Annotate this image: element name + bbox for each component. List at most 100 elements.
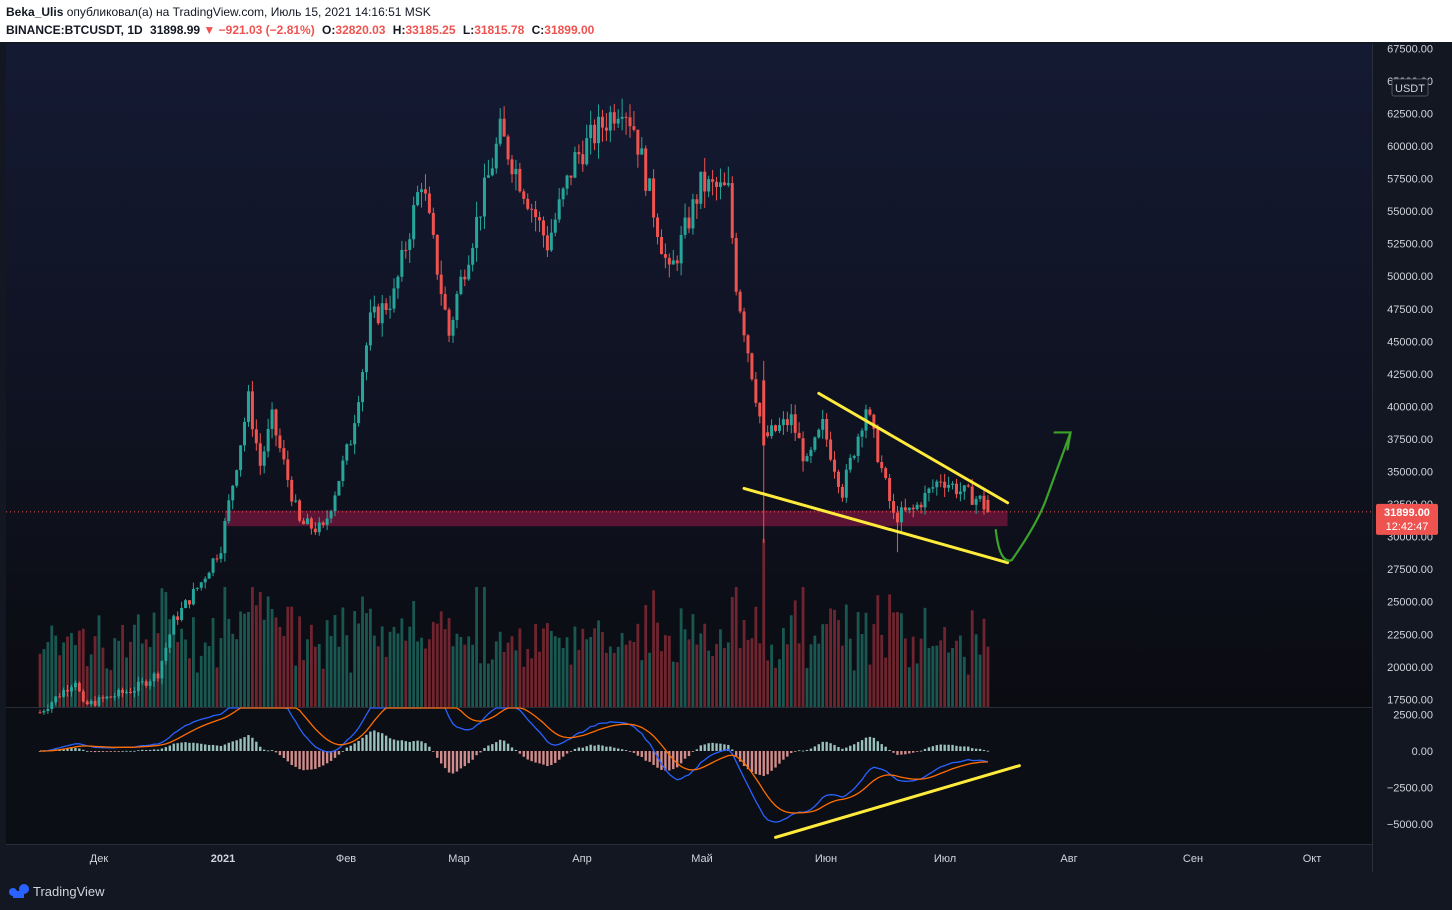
- macd-histogram-bar: [436, 751, 439, 758]
- candle-body: [935, 481, 939, 488]
- volume-bar: [534, 624, 537, 707]
- macd-histogram-bar: [345, 747, 348, 751]
- macd-histogram-bar: [487, 745, 490, 751]
- candle-body: [46, 708, 50, 711]
- volume-bar: [231, 633, 235, 707]
- volume-bar: [931, 646, 935, 707]
- volume-bar: [860, 633, 864, 707]
- chart-area[interactable]: 67500.0065000.0062500.0060000.0057500.00…: [0, 42, 1452, 872]
- volume-bar: [129, 641, 132, 707]
- candle-body: [703, 171, 707, 192]
- macd-histogram-bar: [648, 751, 651, 762]
- price-tick-label: 57500.00: [1387, 174, 1433, 186]
- macd-histogram-bar: [93, 751, 97, 753]
- candle-body: [361, 372, 365, 403]
- macd-histogram-bar: [192, 742, 195, 751]
- candle-body: [376, 306, 380, 324]
- macd-histogram-bar: [420, 741, 423, 751]
- candle-body: [534, 209, 538, 218]
- candle-body: [797, 432, 801, 439]
- volume-bar: [345, 635, 349, 707]
- macd-histogram-bar: [215, 745, 219, 751]
- volume-bar: [337, 646, 341, 707]
- candle-body: [93, 700, 97, 706]
- tradingview-logo-icon[interactable]: [8, 882, 30, 898]
- macd-histogram-bar: [223, 744, 227, 751]
- candle-body: [164, 647, 168, 661]
- volume-bar: [813, 635, 817, 707]
- macd-histogram-bar: [750, 751, 754, 772]
- volume-bar: [113, 638, 117, 707]
- volume-bar: [250, 587, 254, 707]
- macd-histogram-bar: [923, 748, 927, 751]
- wedge-upper-trendline: [817, 391, 1010, 505]
- candle-body: [947, 484, 951, 488]
- macd-histogram-bar: [144, 750, 148, 751]
- macd-histogram-bar: [900, 751, 903, 755]
- volume-bar: [365, 613, 368, 707]
- publish-text: опубликовал(а) на TradingView.com, Июль …: [66, 5, 431, 19]
- candle-body: [526, 198, 530, 209]
- candle-body: [333, 495, 337, 512]
- volume-bar: [589, 636, 593, 707]
- volume-bar: [510, 636, 514, 707]
- candle-body: [345, 444, 349, 461]
- volume-bar: [227, 618, 231, 707]
- volume-bar: [907, 667, 911, 707]
- macd-histogram-bar: [970, 748, 974, 751]
- macd-histogram-bar: [817, 744, 820, 751]
- volume-bar: [608, 646, 612, 707]
- volume-bar: [396, 633, 400, 707]
- volume-bar: [97, 615, 101, 707]
- volume-bar: [203, 642, 207, 707]
- macd-histogram-bar: [211, 744, 215, 751]
- macd-histogram-bar: [636, 751, 640, 756]
- volume-bar: [601, 632, 604, 707]
- volume-bar: [404, 640, 408, 707]
- candle-body: [427, 193, 431, 213]
- macd-histogram-bar: [314, 751, 317, 769]
- macd-histogram-bar: [829, 743, 832, 751]
- candle-body: [412, 205, 416, 240]
- volume-bar: [376, 646, 380, 707]
- volume-bar: [872, 624, 876, 707]
- macd-histogram-bar: [762, 751, 765, 776]
- candle-body: [726, 183, 730, 186]
- volume-bar: [530, 658, 534, 707]
- macd-histogram-bar: [974, 748, 978, 751]
- volume-bar: [545, 623, 549, 707]
- candle-body: [954, 483, 958, 495]
- macd-histogram-bar: [833, 744, 836, 751]
- main-pane[interactable]: [6, 44, 1372, 707]
- macd-histogram-bar: [911, 751, 915, 753]
- candle-body: [777, 425, 781, 431]
- macd-histogram-bar: [310, 751, 313, 770]
- volume-bar: [420, 637, 423, 707]
- volume-bar: [561, 647, 565, 707]
- candle-body: [561, 188, 565, 200]
- volume-bar: [38, 653, 42, 707]
- volume-bar: [416, 641, 419, 707]
- volume-bar: [502, 651, 506, 707]
- candle-body: [278, 435, 282, 449]
- candle-body: [368, 312, 372, 346]
- volume-bar: [211, 617, 215, 707]
- volume-bar: [188, 658, 191, 707]
- volume-bar: [896, 612, 899, 707]
- macd-histogram-bar: [628, 751, 632, 752]
- macd-pane[interactable]: [6, 708, 1372, 844]
- candle-body: [695, 199, 699, 204]
- projected-arrow: [994, 431, 1072, 562]
- volume-bar: [235, 639, 239, 707]
- macd-histogram-bar: [982, 749, 986, 751]
- author-name[interactable]: Beka_Ulis: [6, 5, 64, 19]
- candle-body: [628, 117, 632, 127]
- macd-histogram-bar: [156, 749, 160, 751]
- macd-histogram-bar: [78, 748, 81, 751]
- tradingview-logo-text[interactable]: TradingView: [33, 884, 105, 899]
- volume-bar: [935, 645, 939, 707]
- candle-body: [353, 423, 357, 445]
- symbol-label[interactable]: BINANCE:BTCUSDT, 1D: [6, 23, 143, 37]
- candle-body: [309, 518, 313, 529]
- macd-histogram-bar: [82, 749, 85, 751]
